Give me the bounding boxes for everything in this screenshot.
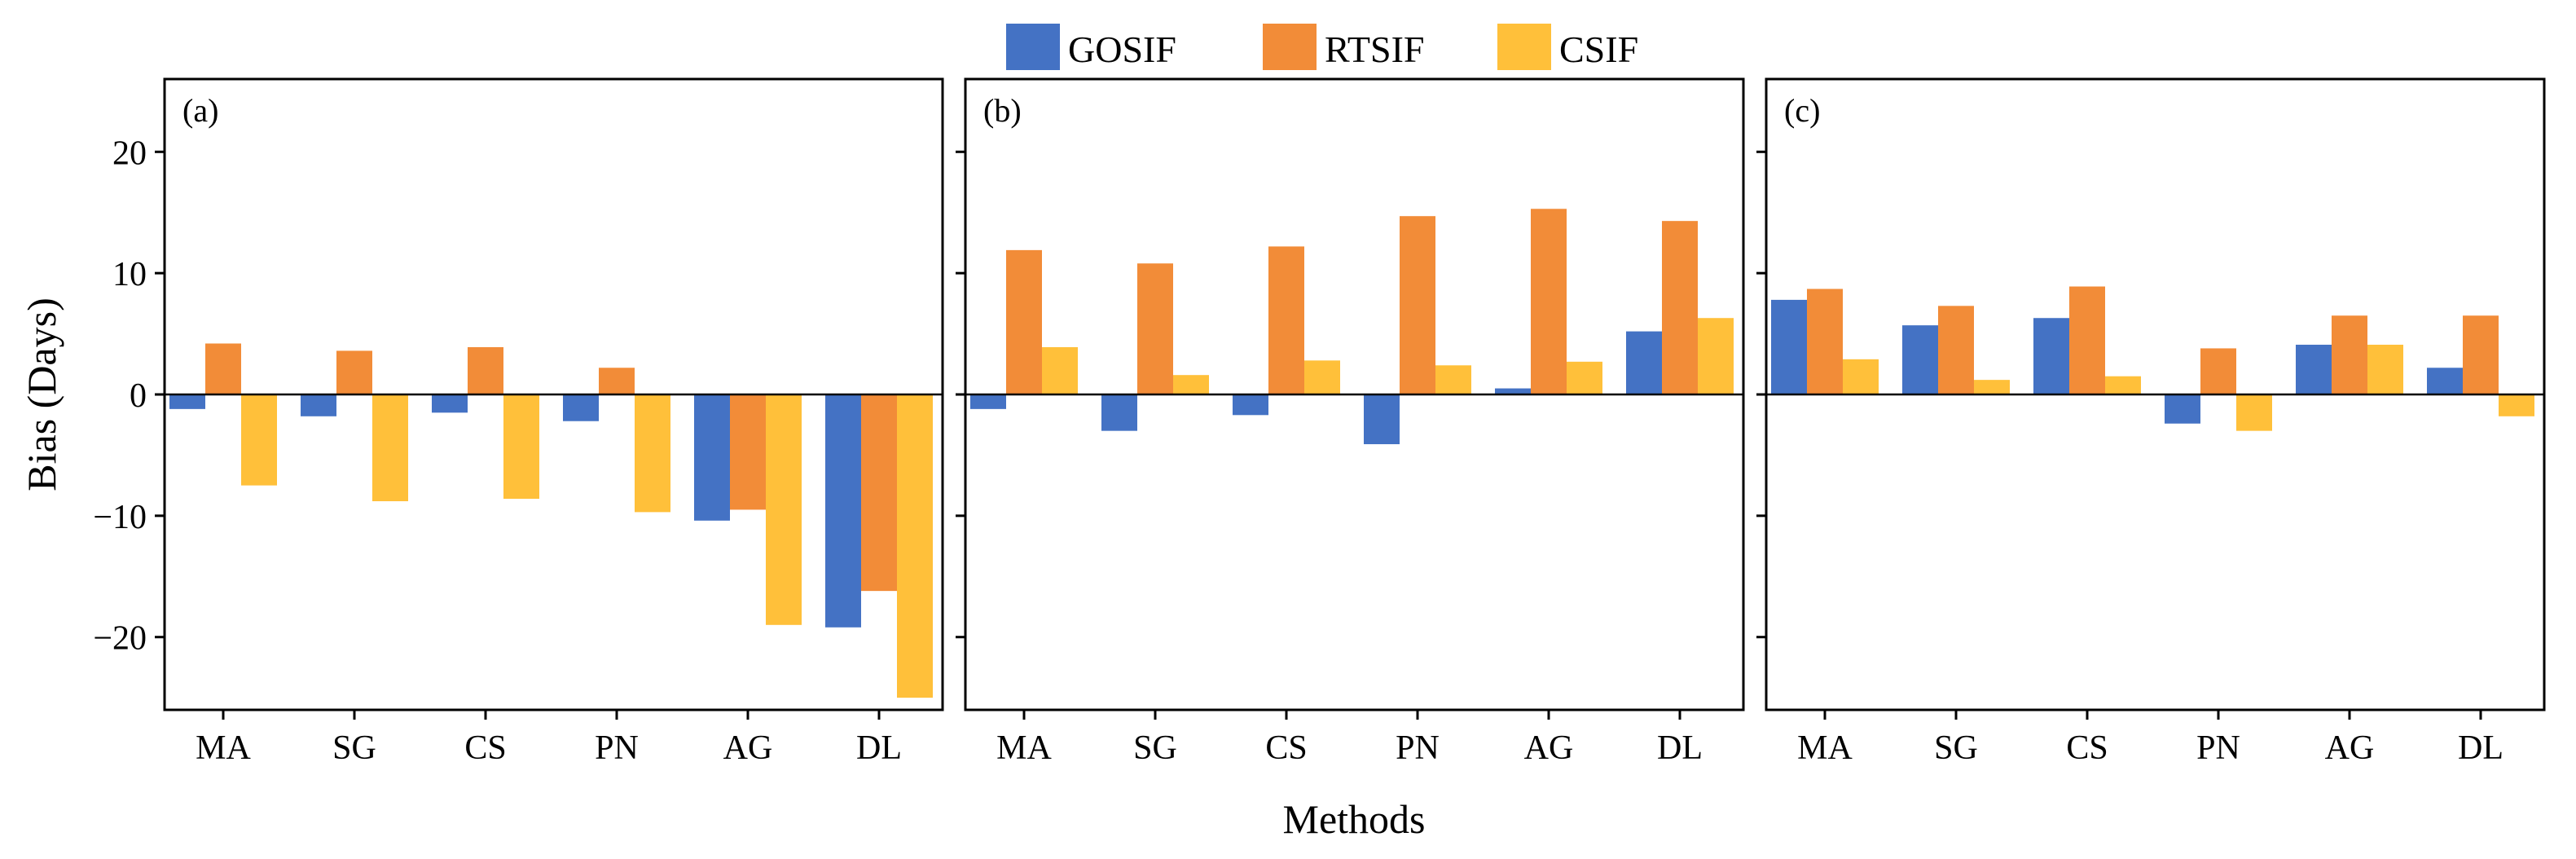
x-tick-label: CS [464, 729, 506, 767]
bar-gosif-sg [1101, 394, 1137, 431]
bar-gosif-dl [2427, 368, 2463, 394]
y-tick-label: −20 [93, 620, 147, 658]
bar-csif-ag [2367, 344, 2403, 394]
panel-a: (a) −20 −10 0 10 20 MA SG CS PN AG DL [93, 77, 944, 767]
legend-label-rtsif: RTSIF [1325, 29, 1425, 70]
panel-label: (a) [182, 92, 218, 129]
bar-rtsif-sg [1137, 263, 1173, 394]
x-tick-label: DL [2458, 729, 2503, 767]
x-tick-label: AG [1524, 729, 1574, 767]
bar-gosif-ma [169, 394, 205, 409]
bar-gosif-ag [694, 394, 730, 521]
bar-gosif-dl [1626, 331, 1662, 394]
legend-swatch-csif [1497, 24, 1551, 70]
bar-csif-ma [1843, 359, 1879, 394]
y-tick-label: −10 [93, 499, 147, 536]
bar-csif-cs [503, 394, 539, 500]
x-tick-label: MA [996, 729, 1052, 767]
bar-csif-cs [1304, 360, 1340, 394]
x-tick-label: CS [1265, 729, 1307, 767]
bar-rtsif-ma [1807, 289, 1843, 394]
x-tick-label: SG [332, 729, 376, 767]
x-tick-label: PN [1396, 729, 1440, 767]
x-tick-label: DL [856, 729, 902, 767]
x-tick-label: SG [1133, 729, 1177, 767]
bar-rtsif-pn [599, 368, 635, 394]
bar-rtsif-cs [468, 346, 503, 394]
legend: GOSIF RTSIF CSIF [1006, 24, 1638, 70]
bar-rtsif-ma [1006, 249, 1042, 394]
x-tick-label: PN [2196, 729, 2240, 767]
bar-rtsif-pn [1400, 216, 1435, 394]
x-tick-label: MA [196, 729, 251, 767]
y-tick-label: 20 [112, 134, 147, 172]
bar-gosif-ma [970, 394, 1006, 409]
legend-label-csif: CSIF [1559, 29, 1638, 70]
y-axis-label: Bias (Days) [19, 297, 64, 491]
bar-gosif-dl [825, 394, 861, 628]
bar-rtsif-dl [1662, 221, 1698, 394]
x-tick-label: PN [595, 729, 639, 767]
bar-gosif-pn [563, 394, 599, 421]
bar-rtsif-dl [861, 394, 897, 592]
bar-gosif-sg [301, 394, 336, 416]
bar-csif-pn [635, 394, 670, 513]
x-tick-label: AG [723, 729, 773, 767]
bar-csif-ma [241, 394, 277, 486]
bar-csif-dl [1698, 318, 1734, 394]
y-tick-label: 0 [130, 377, 147, 415]
bar-csif-ma [1042, 346, 1078, 394]
bar-rtsif-ag [2332, 315, 2367, 394]
bar-csif-ag [1567, 361, 1602, 394]
bar-rtsif-cs [2069, 286, 2105, 394]
bar-rtsif-cs [1268, 246, 1304, 394]
bar-csif-pn [2236, 394, 2272, 431]
bar-rtsif-sg [1938, 306, 1974, 394]
bar-rtsif-pn [2200, 348, 2236, 394]
x-tick-label: CS [2066, 729, 2108, 767]
bar-rtsif-ag [1531, 209, 1567, 394]
bar-gosif-pn [1364, 394, 1400, 445]
panel-c: (c) MA SG CS PN AG DL [1756, 77, 2546, 767]
bar-gosif-pn [2165, 394, 2200, 424]
x-tick-label: AG [2325, 729, 2375, 767]
bar-rtsif-sg [336, 350, 372, 394]
bar-rtsif-ma [205, 343, 241, 394]
bar-gosif-ma [1771, 299, 1807, 394]
legend-label-gosif: GOSIF [1068, 29, 1176, 70]
bar-gosif-cs [2033, 318, 2069, 394]
bar-rtsif-dl [2463, 315, 2499, 394]
panel-b: (b) MA SG CS PN AG DL [956, 77, 1745, 767]
bar-gosif-sg [1902, 325, 1938, 394]
legend-swatch-rtsif [1263, 24, 1317, 70]
x-tick-label: MA [1797, 729, 1853, 767]
bar-gosif-cs [432, 394, 468, 413]
bar-gosif-ag [2296, 344, 2332, 394]
legend-swatch-gosif [1006, 24, 1060, 70]
bar-csif-cs [2105, 376, 2141, 394]
x-tick-label: DL [1657, 729, 1703, 767]
x-axis-label: Methods [1283, 796, 1426, 842]
bar-gosif-cs [1233, 394, 1268, 416]
y-tick-label: 10 [112, 256, 147, 293]
bar-csif-sg [372, 394, 408, 501]
bar-csif-ag [766, 394, 802, 625]
panel-label: (c) [1784, 92, 1820, 129]
bar-csif-pn [1435, 365, 1471, 394]
x-tick-label: SG [1934, 729, 1978, 767]
bar-csif-dl [897, 394, 933, 698]
bar-gosif-ag [1495, 388, 1531, 394]
bar-csif-dl [2499, 394, 2534, 416]
bar-rtsif-ag [730, 394, 766, 510]
bar-csif-sg [1974, 380, 2010, 394]
bar-csif-sg [1173, 375, 1209, 394]
panel-label: (b) [983, 92, 1022, 129]
